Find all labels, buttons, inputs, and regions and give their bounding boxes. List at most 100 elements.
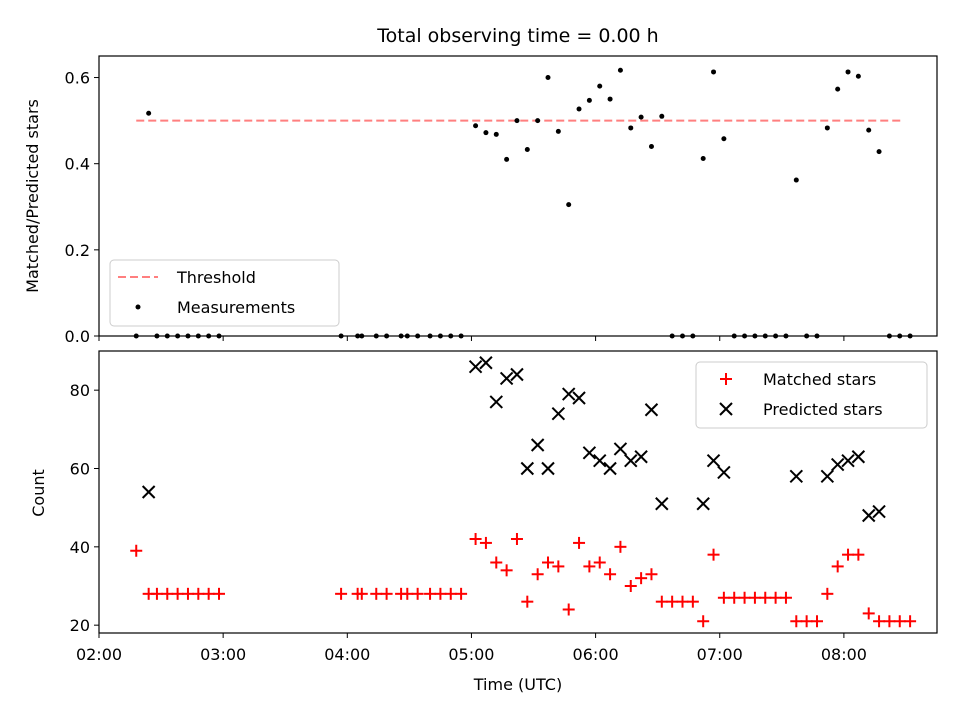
count-legend: Matched stars Predicted stars <box>695 361 928 429</box>
matched-point-53 <box>800 615 813 628</box>
measurement-point-52 <box>793 177 799 183</box>
count-y-axis-label: Count <box>29 469 48 517</box>
ratio-panel: Total observing time = 0.00 h 0.00.20.40… <box>23 25 938 346</box>
predicted-point-3 <box>489 395 503 409</box>
x-tick-label-0: 02:00 <box>76 645 122 664</box>
matched-point-24 <box>500 564 513 577</box>
ratio-y-tick-label-1: 0.2 <box>65 241 90 260</box>
measurement-point-56 <box>835 86 841 92</box>
matched-point-28 <box>542 556 555 569</box>
matched-point-4 <box>171 587 184 600</box>
matched-point-62 <box>893 615 906 628</box>
matched-point-44 <box>707 548 720 561</box>
matched-point-9 <box>335 587 348 600</box>
matched-point-21 <box>469 533 482 545</box>
matched-point-30 <box>562 603 575 616</box>
matched-point-23 <box>490 556 503 569</box>
measurement-point-58 <box>855 73 861 79</box>
matched-point-45 <box>717 591 730 604</box>
measurement-point-34 <box>607 96 613 102</box>
matched-point-32 <box>583 560 596 573</box>
matched-point-0 <box>130 544 143 557</box>
measurement-point-43 <box>700 156 706 162</box>
ratio-x-ticks <box>98 336 845 341</box>
count-y-ticks: 20 40 60 80 <box>70 381 99 635</box>
predicted-point-9 <box>551 406 566 421</box>
matched-point-46 <box>728 591 741 604</box>
count-x-ticks: 02:00 03:00 04:00 05:00 06:00 07:00 08:00 <box>76 633 867 664</box>
predicted-point-19 <box>655 497 669 511</box>
count-axes-frame <box>98 350 938 634</box>
matched-point-11 <box>355 587 368 600</box>
count-y-tick-label-2: 60 <box>70 460 90 479</box>
matched-point-15 <box>401 587 414 600</box>
measurement-point-57 <box>845 69 851 75</box>
legend-matched-label: Matched stars <box>763 370 876 389</box>
ratio-y-tick-label-3: 0.6 <box>65 69 90 88</box>
count-y-tick-label-3: 80 <box>70 381 90 400</box>
matched-point-19 <box>444 587 457 600</box>
count-plot-area <box>130 356 917 628</box>
predicted-point-4 <box>499 371 514 386</box>
matched-point-6 <box>192 587 205 600</box>
predicted-point-5 <box>510 367 524 382</box>
measurement-point-36 <box>628 125 634 131</box>
matched-point-29 <box>552 560 565 573</box>
measurement-point-23 <box>493 131 499 137</box>
matched-point-16 <box>411 587 424 600</box>
matched-point-2 <box>150 587 163 600</box>
matched-point-47 <box>738 591 751 604</box>
legend-measurements-swatch <box>135 304 141 310</box>
predicted-point-23 <box>789 469 804 484</box>
ratio-y-tick-label-0: 0.0 <box>65 327 90 346</box>
predicted-point-8 <box>541 461 555 476</box>
matched-point-37 <box>635 572 648 585</box>
measurement-point-35 <box>617 67 623 73</box>
measurement-point-60 <box>876 149 882 155</box>
predicted-point-6 <box>520 461 535 476</box>
predicted-point-29 <box>872 504 886 519</box>
matched-point-25 <box>510 533 523 545</box>
matched-point-59 <box>862 607 875 620</box>
matched-point-60 <box>873 615 886 628</box>
matched-point-27 <box>531 568 544 581</box>
matched-point-42 <box>686 595 699 608</box>
matched-point-41 <box>676 595 689 608</box>
matched-point-50 <box>769 591 782 604</box>
matched-point-7 <box>202 587 215 600</box>
predicted-point-0 <box>141 485 156 499</box>
count-y-tick-label-1: 40 <box>70 538 90 557</box>
matched-point-3 <box>161 587 174 600</box>
matched-point-18 <box>434 587 447 600</box>
measurement-point-26 <box>524 146 530 152</box>
legend-measurements-label: Measurements <box>177 298 295 317</box>
predicted-point-17 <box>634 450 648 464</box>
measurement-point-29 <box>555 128 561 134</box>
predicted-point-15 <box>613 442 628 456</box>
ratio-axes-frame <box>98 55 938 337</box>
measurement-point-59 <box>866 127 872 133</box>
measurement-point-39 <box>659 113 665 119</box>
predicted-point-2 <box>479 356 493 370</box>
matched-point-13 <box>380 587 393 600</box>
matched-point-39 <box>655 595 668 608</box>
measurement-point-22 <box>483 130 489 136</box>
predicted-point-1 <box>468 359 483 374</box>
ratio-y-axis-label: Matched/Predicted stars <box>23 99 42 293</box>
x-tick-label-1: 03:00 <box>200 645 246 664</box>
measurement-point-37 <box>638 114 644 120</box>
measurement-point-21 <box>473 123 479 129</box>
predicted-point-14 <box>603 461 617 476</box>
measurement-point-45 <box>721 136 727 142</box>
matched-point-35 <box>614 540 627 553</box>
legend-threshold-label: Threshold <box>176 268 256 287</box>
matched-point-51 <box>779 591 792 604</box>
chart-title: Total observing time = 0.00 h <box>376 25 658 47</box>
predicted-point-20 <box>696 497 710 511</box>
predicted-point-13 <box>593 453 607 468</box>
predicted-point-25 <box>830 457 845 472</box>
predicted-point-11 <box>572 391 586 405</box>
